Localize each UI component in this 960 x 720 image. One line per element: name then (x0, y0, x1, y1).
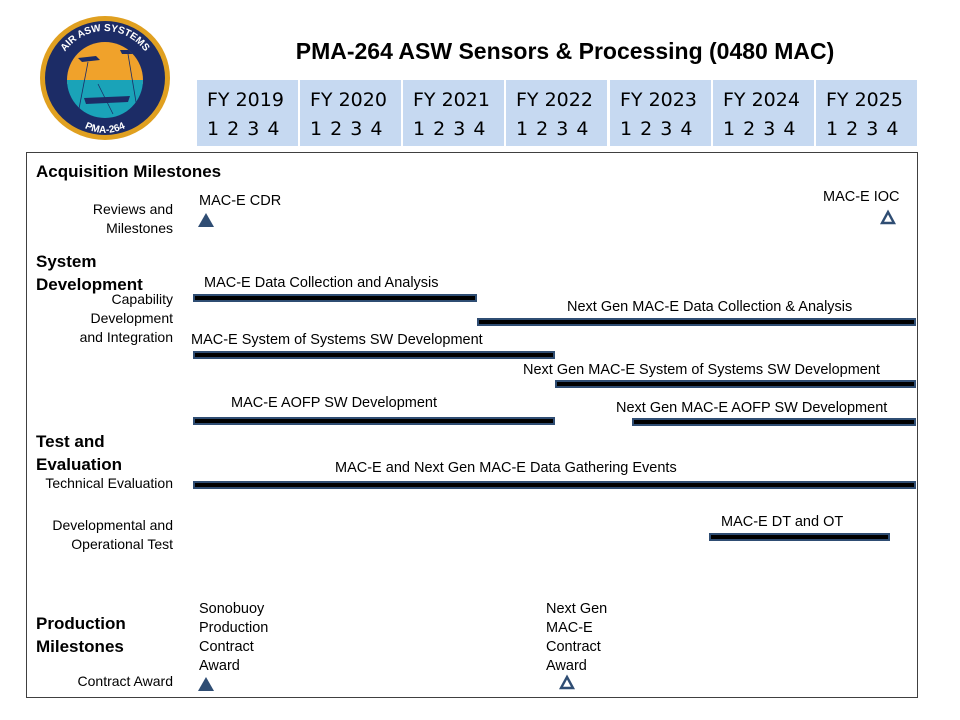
gantt-bar-label-6: MAC-E and Next Gen MAC-E Data Gathering … (335, 460, 677, 476)
fy-header-0: FY 2019 1 2 3 4 (197, 80, 298, 146)
sub-label-technical-evaluation: Technical Evaluation (45, 475, 173, 491)
fy-quarters: 1 2 3 4 (413, 118, 486, 140)
fy-header-5: FY 2024 1 2 3 4 (713, 80, 814, 146)
milestone-label-3: Next Gen MAC-E Contract Award (546, 601, 608, 674)
svg-text:PMA-264: PMA-264 (83, 120, 127, 136)
gantt-bar-0 (193, 294, 478, 302)
gantt-bar-6 (193, 481, 916, 489)
fy-label: FY 2022 (516, 89, 593, 111)
fy-quarters: 1 2 3 4 (310, 118, 383, 140)
open-milestone-triangle-icon (558, 674, 576, 690)
milestone-label-0: MAC-E CDR (199, 193, 282, 209)
fy-header-4: FY 2023 1 2 3 4 (610, 80, 711, 146)
gantt-bar-1 (477, 318, 916, 326)
fy-header-1: FY 2020 1 2 3 4 (300, 80, 401, 146)
gantt-bar-7 (709, 533, 891, 541)
section-title-production: Production Milestones (36, 614, 126, 656)
fy-label: FY 2024 (723, 89, 800, 111)
sub-label-capability: Capability Development and Integration (79, 291, 173, 345)
sub-label-reviews: Reviews and Milestones (92, 201, 173, 236)
gantt-bar-2 (193, 351, 555, 359)
fy-label: FY 2020 (310, 89, 387, 111)
fy-header-6: FY 2025 1 2 3 4 (816, 80, 917, 146)
gantt-bar-4 (193, 417, 555, 425)
milestone-label-1: MAC-E IOC (823, 189, 900, 205)
pma-264-logo: AIR ASW SYSTEMS PMA-264 (40, 16, 170, 140)
gantt-bar-label-0: MAC-E Data Collection and Analysis (204, 275, 439, 291)
gantt-bar-label-1: Next Gen MAC-E Data Collection & Analysi… (567, 299, 853, 315)
fy-label: FY 2023 (620, 89, 697, 111)
schedule-frame (26, 152, 918, 698)
chart-title: PMA-264 ASW Sensors & Processing (0480 M… (295, 38, 835, 64)
fy-label: FY 2019 (207, 89, 284, 111)
fy-header-3: FY 2022 1 2 3 4 (506, 80, 607, 146)
gantt-bar-label-2: MAC-E System of Systems SW Development (191, 332, 483, 348)
filled-milestone-triangle-icon (198, 213, 214, 227)
fy-quarters: 1 2 3 4 (620, 118, 693, 140)
fy-label: FY 2025 (826, 89, 903, 111)
fy-quarters: 1 2 3 4 (826, 118, 899, 140)
section-title-acquisition: Acquisition Milestones (36, 162, 222, 181)
sub-label-dt-ot: Developmental and Operational Test (52, 517, 173, 552)
gantt-bar-label-3: Next Gen MAC-E System of Systems SW Deve… (523, 362, 880, 378)
gantt-bar-3 (554, 380, 916, 388)
milestone-label-2: Sonobuoy Production Contract Award (199, 601, 269, 674)
open-milestone-triangle-icon (879, 209, 897, 225)
section-title-system-development: System Development (36, 252, 143, 294)
sub-label-contract-award: Contract Award (77, 673, 173, 689)
fy-quarters: 1 2 3 4 (207, 118, 280, 140)
section-title-test-evaluation: Test and Evaluation (36, 432, 122, 474)
fy-header-2: FY 2021 1 2 3 4 (403, 80, 504, 146)
fy-quarters: 1 2 3 4 (723, 118, 796, 140)
gantt-bar-label-4: MAC-E AOFP SW Development (231, 395, 438, 411)
gantt-bar-label-5: Next Gen MAC-E AOFP SW Development (616, 400, 888, 416)
gantt-bar-label-7: MAC-E DT and OT (721, 514, 844, 530)
fy-label: FY 2021 (413, 89, 490, 111)
fy-quarters: 1 2 3 4 (516, 118, 589, 140)
filled-milestone-triangle-icon (198, 677, 214, 691)
gantt-bar-5 (631, 418, 916, 426)
